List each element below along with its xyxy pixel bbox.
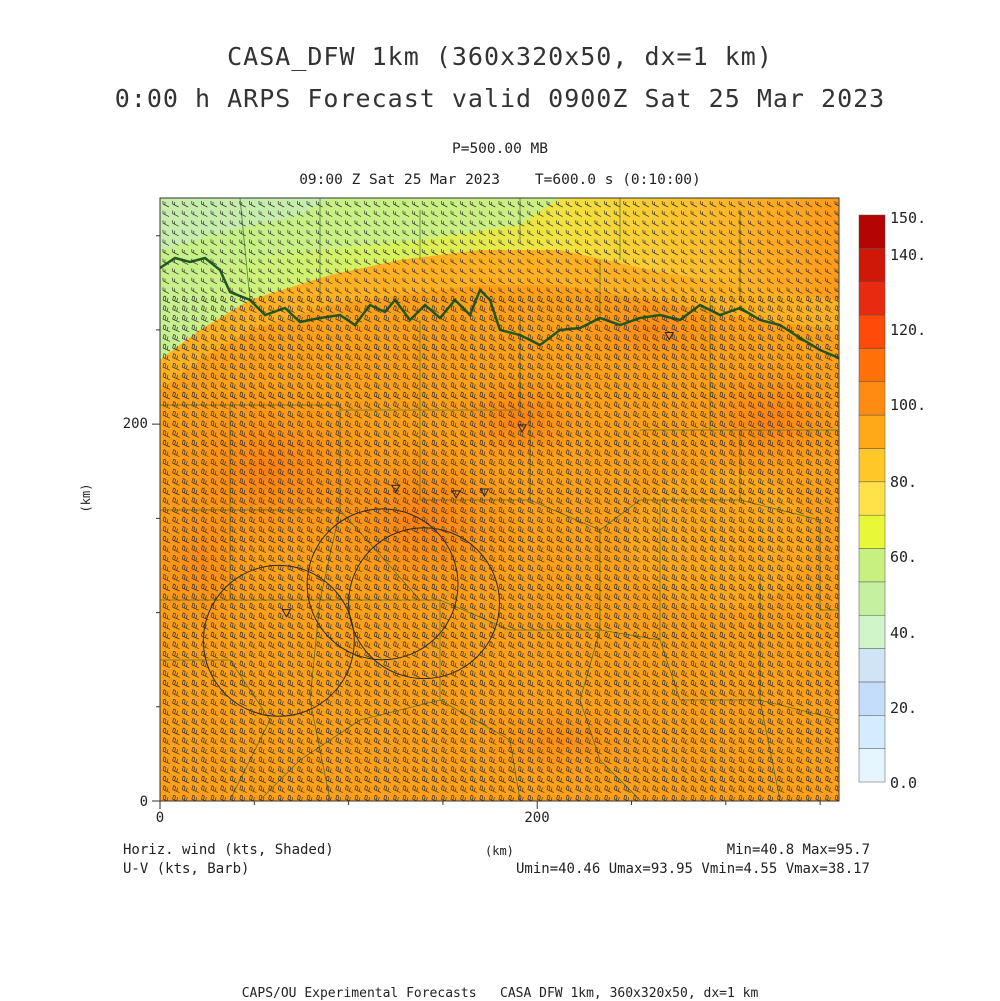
- county-boundaries: [160, 198, 839, 801]
- variable-shaded-label: Horiz. wind (kts, Shaded): [123, 842, 334, 858]
- axis-ticks: [152, 235, 821, 809]
- plot-title-line2: 0:00 h ARPS Forecast valid 0900Z Sat 25 …: [114, 84, 886, 113]
- colorbar-segment-0: [858, 748, 886, 783]
- x-axis-label: (km): [485, 844, 514, 858]
- x-tick-label-0: 0: [156, 810, 164, 826]
- pressure-level: P=500.00 MB: [451, 141, 549, 157]
- colorbar-labels: 150. 140. 120. 100. 80. 60. 40. 20. 0.0: [890, 209, 926, 792]
- colorbar-segment-7: [858, 514, 886, 549]
- colorbar-segment-8: [858, 481, 886, 516]
- radar-marker-1: [390, 484, 401, 494]
- colorbar-segment-9: [858, 448, 886, 483]
- radar-ring-2: [348, 527, 500, 680]
- colorbar-label-3: 100.: [890, 396, 926, 414]
- colorbar-segment-4: [858, 614, 886, 649]
- colorbar-segment-10: [858, 414, 886, 449]
- y-axis-label: (km): [79, 484, 93, 513]
- wind-barb-grid: [162, 201, 839, 801]
- x-tick-label-200: 200: [524, 810, 549, 826]
- min-max-label: Min=40.8 Max=95.7: [726, 842, 870, 858]
- radar-marker-5: [664, 332, 675, 341]
- y-tick-label-200: 200: [123, 416, 148, 432]
- colorbar-segment-15: [858, 248, 886, 282]
- colorbar-label-0: 150.: [890, 209, 926, 227]
- colorbar-segment-6: [858, 548, 886, 583]
- uv-stats-label: Umin=40.46 Umax=93.95 Vmin=4.55 Vmax=38.…: [515, 861, 870, 877]
- colorbar-segment-2: [858, 681, 886, 716]
- colorbar: [858, 214, 886, 783]
- plot-frame: [159, 197, 840, 802]
- shaded-wind-field: [160, 198, 839, 801]
- colorbar-segment-13: [858, 314, 886, 349]
- credit-footer: CAPS/OU Experimental Forecasts CASA DFW …: [241, 986, 759, 1001]
- variable-barb-label: U-V (kts, Barb): [123, 861, 250, 877]
- colorbar-segment-3: [858, 648, 886, 683]
- colorbar-label-5: 60.: [890, 548, 917, 566]
- colorbar-label-4: 80.: [890, 473, 917, 491]
- valid-time: 09:00 Z Sat 25 Mar 2023 T=600.0 s (0:10:…: [299, 172, 701, 188]
- radar-marker-3: [479, 488, 490, 497]
- radar-ring-1: [306, 508, 459, 661]
- y-tick-label-0: 0: [140, 794, 148, 810]
- colorbar-segment-5: [858, 581, 886, 616]
- colorbar-segment-12: [858, 348, 886, 383]
- colorbar-label-6: 40.: [890, 624, 917, 642]
- colorbar-segment-11: [858, 381, 886, 416]
- colorbar-segment-16: [858, 214, 886, 249]
- radar-marker-4: [517, 424, 527, 433]
- colorbar-label-2: 120.: [890, 321, 926, 339]
- radar-marker-0: [281, 609, 292, 618]
- wind-barbs: [162, 201, 839, 801]
- colorbar-segment-1: [858, 715, 886, 749]
- colorbar-label-1: 140.: [890, 246, 926, 264]
- colorbar-label-8: 0.0: [890, 774, 917, 792]
- plot-title-line1: CASA_DFW 1km (360x320x50, dx=1 km): [227, 42, 773, 71]
- colorbar-segment-14: [858, 281, 886, 316]
- colorbar-label-7: 20.: [890, 699, 917, 717]
